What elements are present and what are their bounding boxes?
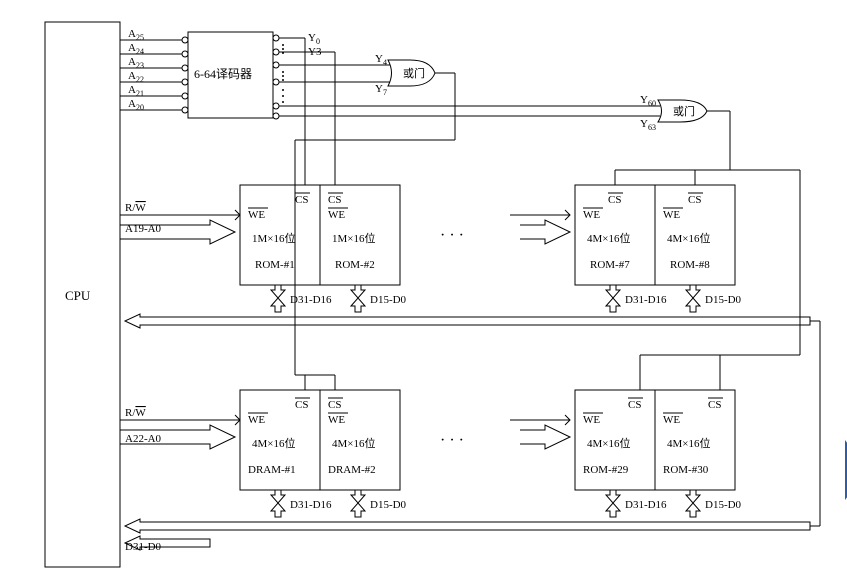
svg-text:4M×16位: 4M×16位 bbox=[667, 231, 710, 245]
row1-chip-1: CS WE 1M×16位 ROM-#1 bbox=[240, 185, 320, 285]
svg-text:4M×16位: 4M×16位 bbox=[332, 436, 375, 450]
svg-text:D31-D16: D31-D16 bbox=[625, 294, 667, 306]
row2-addr-label: A22-A0 bbox=[125, 433, 162, 445]
svg-text:Y0: Y0 bbox=[308, 32, 320, 46]
svg-text:CS: CS bbox=[295, 399, 308, 411]
svg-text:CS: CS bbox=[328, 194, 341, 206]
memory-block-diagram: CPU 6-64译码器 A25 A24 A23 A22 A21 A20 Y0 Y… bbox=[10, 10, 847, 574]
row1-ellipsis: · · · bbox=[440, 227, 464, 244]
svg-text:DRAM-#1: DRAM-#1 bbox=[248, 464, 296, 476]
svg-text:ROM-#2: ROM-#2 bbox=[335, 259, 375, 271]
row1-chip-2: CS WE 1M×16位 ROM-#2 bbox=[320, 185, 400, 285]
svg-text:CS: CS bbox=[608, 194, 621, 206]
row1-data-connectors: D31-D16 D15-D0 D31-D16 D15-D0 bbox=[271, 285, 742, 312]
addr-lines-group: A25 A24 A23 A22 A21 A20 bbox=[120, 28, 188, 113]
row2-chip-2: CS WE 4M×16位 DRAM-#2 bbox=[320, 390, 400, 490]
svg-text:WE: WE bbox=[583, 414, 600, 426]
cpu-label: CPU bbox=[65, 288, 91, 303]
svg-text:Y4: Y4 bbox=[375, 53, 387, 67]
svg-text:1M×16位: 1M×16位 bbox=[332, 231, 375, 245]
svg-text:WE: WE bbox=[248, 414, 265, 426]
row2-chip-1: CS WE 4M×16位 DRAM-#1 bbox=[240, 390, 320, 490]
svg-text:ROM-#30: ROM-#30 bbox=[663, 464, 709, 476]
svg-text:CS: CS bbox=[628, 399, 641, 411]
row2-data-connectors: D31-D16 D15-D0 D31-D16 D15-D0 bbox=[271, 490, 742, 517]
svg-text:WE: WE bbox=[328, 414, 345, 426]
svg-text:A21: A21 bbox=[128, 84, 144, 98]
svg-text:ROM-#29: ROM-#29 bbox=[583, 464, 629, 476]
svg-text:A25: A25 bbox=[128, 28, 144, 42]
svg-text:WE: WE bbox=[583, 209, 600, 221]
svg-text:D15-D0: D15-D0 bbox=[370, 499, 407, 511]
svg-text:WE: WE bbox=[248, 209, 265, 221]
or-gate-2: 或门 bbox=[658, 100, 730, 122]
svg-text:D15-D0: D15-D0 bbox=[705, 294, 742, 306]
svg-text:Y60: Y60 bbox=[640, 94, 656, 108]
decoder-outputs: Y0 Y3 Y4 Y7 Y60 Y63 bbox=[273, 32, 660, 132]
row2-databus bbox=[125, 519, 810, 533]
svg-text:ROM-#7: ROM-#7 bbox=[590, 259, 630, 271]
svg-text:WE: WE bbox=[663, 414, 680, 426]
or-gate-1: 或门 bbox=[388, 60, 455, 86]
svg-text:ROM-#8: ROM-#8 bbox=[670, 259, 710, 271]
row2-chip-4: CS WE 4M×16位 ROM-#30 bbox=[655, 390, 735, 490]
or-gate-1-label: 或门 bbox=[403, 66, 425, 80]
svg-text:CS: CS bbox=[688, 194, 701, 206]
svg-text:ROM-#1: ROM-#1 bbox=[255, 259, 295, 271]
svg-text:DRAM-#2: DRAM-#2 bbox=[328, 464, 376, 476]
svg-text:D31-D16: D31-D16 bbox=[625, 499, 667, 511]
svg-text:WE: WE bbox=[328, 209, 345, 221]
svg-text:A23: A23 bbox=[128, 56, 144, 70]
row2-chip-3: CS WE 4M×16位 ROM-#29 bbox=[575, 390, 655, 490]
svg-text:WE: WE bbox=[663, 209, 680, 221]
svg-text:CS: CS bbox=[328, 399, 341, 411]
or-gate-2-label: 或门 bbox=[673, 104, 695, 118]
row1-chip-4: CS WE 4M×16位 ROM-#8 bbox=[655, 185, 735, 285]
row1-addr-bus-right bbox=[520, 220, 570, 244]
row2-ellipsis: · · · bbox=[440, 432, 464, 449]
svg-text:Y63: Y63 bbox=[640, 118, 656, 132]
svg-text:D15-D0: D15-D0 bbox=[705, 499, 742, 511]
svg-text:4M×16位: 4M×16位 bbox=[587, 231, 630, 245]
svg-text:A24: A24 bbox=[128, 42, 144, 56]
svg-text:4M×16位: 4M×16位 bbox=[667, 436, 710, 450]
row2-addr-bus-right bbox=[520, 425, 570, 449]
row1-rw-label: R/W bbox=[125, 202, 146, 214]
svg-text:4M×16位: 4M×16位 bbox=[252, 436, 295, 450]
svg-text:D31-D16: D31-D16 bbox=[290, 499, 332, 511]
row2-rw-label: R/W bbox=[125, 407, 146, 419]
row1-databus bbox=[125, 314, 810, 328]
svg-text:CS: CS bbox=[708, 399, 721, 411]
svg-text:D15-D0: D15-D0 bbox=[370, 294, 407, 306]
svg-text:4M×16位: 4M×16位 bbox=[587, 436, 630, 450]
svg-text:A20: A20 bbox=[128, 98, 144, 112]
svg-text:CS: CS bbox=[295, 194, 308, 206]
row1-chip-3: CS WE 4M×16位 ROM-#7 bbox=[575, 185, 655, 285]
decoder-label: 6-64译码器 bbox=[194, 67, 252, 81]
svg-text:1M×16位: 1M×16位 bbox=[252, 231, 295, 245]
svg-text:A22: A22 bbox=[128, 70, 144, 84]
svg-text:D31-D16: D31-D16 bbox=[290, 294, 332, 306]
svg-text:Y7: Y7 bbox=[375, 83, 387, 97]
